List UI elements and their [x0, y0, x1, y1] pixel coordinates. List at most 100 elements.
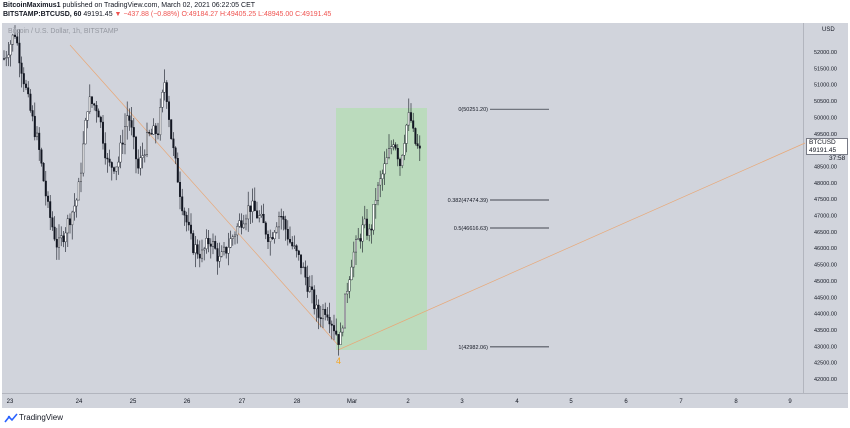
candle-body — [22, 73, 25, 85]
time-tick-label: Mar — [347, 399, 357, 405]
candle-body — [198, 253, 201, 259]
fib-level-label: 0.5(46616.63) — [454, 226, 488, 232]
candle-body — [317, 304, 320, 318]
candle-body — [390, 146, 393, 149]
price-axis[interactable] — [803, 23, 848, 393]
candle-body — [218, 256, 221, 262]
candle-body — [66, 218, 69, 234]
candle-body — [141, 155, 144, 158]
candle-body — [161, 91, 164, 108]
candle-body — [414, 128, 417, 144]
candle-body — [82, 143, 85, 174]
candle-body — [99, 116, 102, 123]
candle-body — [211, 241, 214, 247]
candle-body — [20, 62, 23, 74]
price-tick-label: 51000.00 — [814, 83, 837, 89]
candle-body — [139, 157, 142, 169]
candle-body — [388, 148, 391, 158]
candle-body — [16, 36, 19, 44]
tradingview-brand[interactable]: TradingView — [19, 413, 64, 422]
candle-body — [278, 216, 281, 228]
trendline-up[interactable] — [337, 142, 806, 351]
candle-body — [165, 82, 168, 102]
candle-body — [9, 44, 12, 56]
candle-body — [64, 232, 67, 243]
candle-body — [293, 245, 296, 247]
price-tick-label: 47000.00 — [814, 214, 837, 220]
green-range-box[interactable] — [336, 108, 427, 350]
wave-4-label[interactable]: 4 — [336, 356, 341, 366]
candle-body — [95, 105, 98, 112]
price-tick-label: 42500.00 — [814, 361, 837, 367]
price-tick-label: 42000.00 — [814, 377, 837, 383]
candle-body — [225, 246, 228, 254]
price-change: −437.88 (−0.88%) — [123, 11, 180, 18]
candle-body — [181, 196, 184, 212]
candle-body — [38, 132, 41, 150]
candle-body — [341, 327, 344, 333]
candle-body — [73, 205, 76, 213]
fib-level-label: 0(50251.20) — [458, 107, 488, 113]
candle-body — [51, 217, 54, 228]
candle-body — [416, 143, 419, 147]
candle-body — [176, 158, 179, 183]
candle-body — [159, 107, 162, 136]
candle-body — [187, 221, 190, 226]
candle-body — [172, 138, 175, 149]
candle-body — [5, 57, 8, 59]
candle-body — [31, 110, 34, 117]
price-tick-label: 48500.00 — [814, 164, 837, 170]
candle-body — [405, 124, 408, 144]
candle-body — [93, 103, 96, 106]
candle-body — [194, 244, 197, 254]
candle-body — [25, 83, 28, 88]
candle-body — [372, 204, 375, 231]
candle-body — [271, 237, 274, 240]
candle-body — [359, 238, 362, 242]
time-tick-label: 25 — [130, 399, 137, 405]
candle-body — [148, 132, 151, 134]
last-price: 49191.45 — [83, 11, 113, 18]
candle-body — [174, 147, 177, 159]
candle-body — [304, 266, 307, 278]
candle-body — [324, 309, 327, 315]
candle-body — [97, 110, 100, 118]
candle-body — [339, 331, 342, 345]
candle-body — [101, 121, 104, 144]
candle-body — [344, 293, 347, 329]
time-tick-label: 24 — [76, 399, 83, 405]
candle-body — [33, 115, 36, 138]
price-tick-label: 51500.00 — [814, 66, 837, 72]
time-tick-label: 8 — [734, 399, 738, 405]
candle-body — [222, 246, 225, 252]
candle-body — [363, 218, 366, 226]
candle-body — [260, 213, 263, 216]
candle-body — [333, 325, 336, 332]
candle-body — [242, 223, 245, 228]
candle-body — [40, 149, 43, 164]
candle-body — [150, 133, 153, 135]
candle-body — [119, 142, 122, 163]
candle-body — [3, 58, 6, 60]
author-name[interactable]: BitcoinMaximus1 — [3, 2, 61, 9]
time-axis[interactable] — [2, 393, 848, 408]
candle-body — [355, 239, 358, 253]
candle-body — [203, 248, 206, 251]
candle-body — [170, 119, 173, 140]
candle-body — [75, 199, 78, 207]
time-tick-label: 23 — [7, 399, 14, 405]
candle-body — [183, 210, 186, 216]
price-axis-currency: USD — [822, 27, 835, 33]
candle-body — [403, 143, 406, 156]
price-tick-label: 47500.00 — [814, 197, 837, 203]
fib-level-label: 1(42982.06) — [458, 345, 488, 351]
candle-body — [418, 145, 421, 149]
price-tick-label: 50000.00 — [814, 115, 837, 121]
candle-body — [326, 314, 329, 318]
trendline-down[interactable] — [69, 44, 339, 346]
candle-body — [394, 144, 397, 149]
candle-body — [352, 251, 355, 268]
candle-body — [370, 228, 373, 231]
candle-body — [275, 226, 278, 233]
candle-body — [132, 127, 135, 138]
